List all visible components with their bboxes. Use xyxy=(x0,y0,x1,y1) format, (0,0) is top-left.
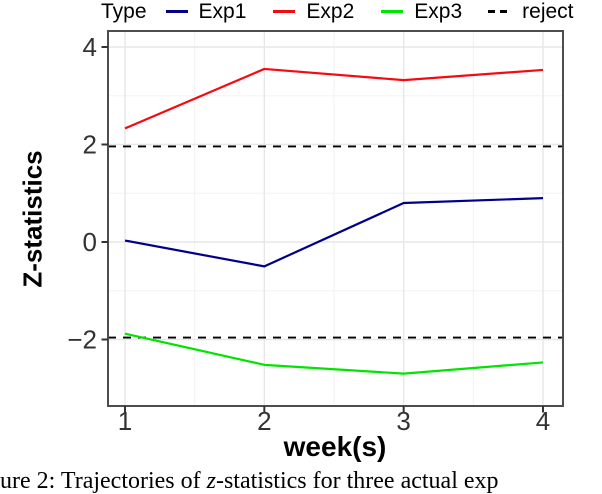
legend-item-exp2: Exp2 xyxy=(272,0,354,24)
y-tick-label: 4 xyxy=(83,32,97,62)
legend-item-exp1: Exp1 xyxy=(165,0,247,24)
legend-item-label: Exp2 xyxy=(306,0,355,23)
figure-caption: ure 2: Trajectories of z-statistics for … xyxy=(0,469,499,493)
x-tick-label: 3 xyxy=(396,406,410,436)
panel-border xyxy=(107,30,564,407)
legend-item-label: Exp3 xyxy=(414,0,463,23)
y-tick-label: 2 xyxy=(83,130,97,160)
legend-key-line-icon xyxy=(381,10,404,13)
y-tick-label: 0 xyxy=(83,227,97,257)
legend-key-line-icon xyxy=(273,10,296,13)
x-axis-title: week(s) xyxy=(283,431,387,462)
caption-text: ure 2: Trajectories of xyxy=(0,468,207,494)
caption-italic-z: z xyxy=(206,468,216,494)
x-tick-label: 2 xyxy=(257,406,271,436)
series-line-exp2 xyxy=(124,67,544,130)
legend-item-reject: reject xyxy=(488,0,574,24)
legend-key-dashed-line-icon xyxy=(488,10,513,13)
x-tick-label: 1 xyxy=(118,406,132,436)
x-tick-label: 4 xyxy=(536,406,550,436)
y-tick-label: −2 xyxy=(67,325,97,355)
caption-text: -statistics for three actual exp xyxy=(215,468,499,494)
legend-item-label: reject xyxy=(522,0,574,23)
legend-item-exp3: Exp3 xyxy=(380,0,462,24)
series-line-exp3 xyxy=(124,332,544,375)
series-line-exp1 xyxy=(124,197,544,268)
legend-key-line-icon xyxy=(165,10,188,13)
chart-legend: Type Exp1 Exp2 Exp3 reject xyxy=(101,0,574,23)
y-axis-title: Z-statistics xyxy=(17,150,48,288)
legend-title: Type xyxy=(101,0,147,23)
legend-item-label: Exp1 xyxy=(198,0,247,23)
